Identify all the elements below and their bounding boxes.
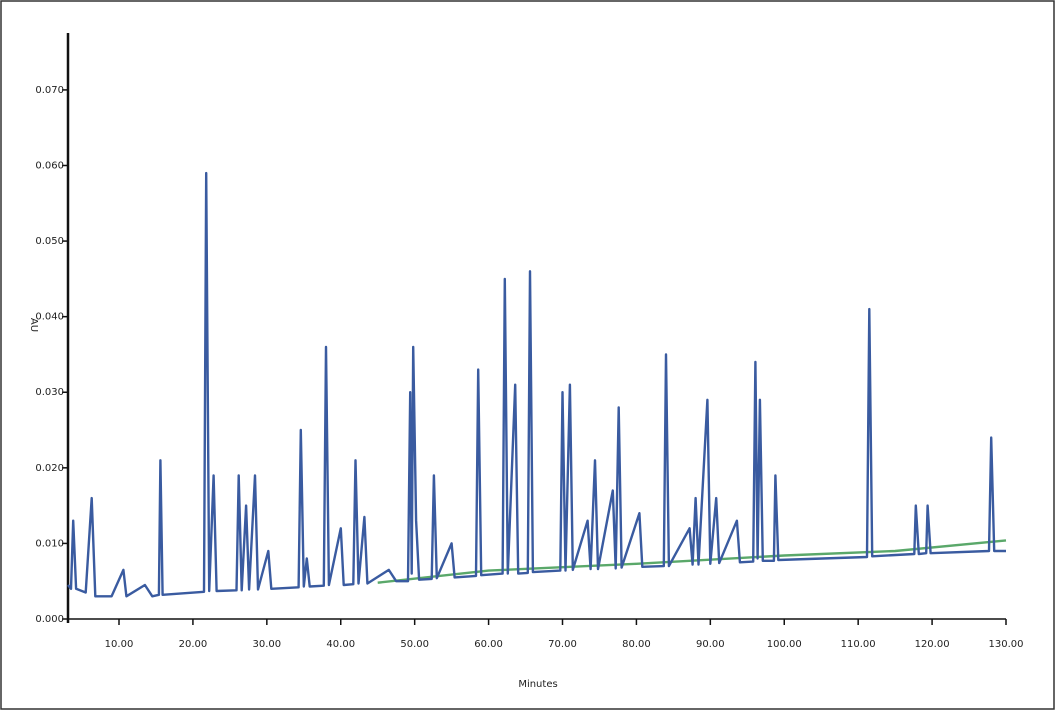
y-tick-label: 0.060: [35, 160, 64, 171]
x-tick-label: 120.00: [915, 639, 950, 650]
y-tick-label: 0.050: [35, 236, 64, 247]
x-tick-label: 100.00: [767, 639, 802, 650]
x-tick-label: 90.00: [696, 639, 725, 650]
y-tick-label: 0.010: [35, 538, 64, 549]
y-tick-label: 0.030: [35, 387, 64, 398]
x-tick-label: 130.00: [989, 639, 1024, 650]
y-tick-label: 0.020: [35, 463, 64, 474]
x-tick-label: 50.00: [400, 639, 429, 650]
y-tick-label: 0.040: [35, 312, 64, 323]
y-tick-label: 0.000: [35, 614, 64, 625]
x-tick-label: 110.00: [841, 639, 876, 650]
x-tick-label: 60.00: [474, 639, 503, 650]
x-axis-label: Minutes: [518, 679, 557, 690]
x-tick-label: 30.00: [253, 639, 282, 650]
y-tick-label: 0.070: [35, 85, 64, 96]
x-tick-label: 20.00: [179, 639, 208, 650]
x-tick-label: 70.00: [548, 639, 577, 650]
x-tick-label: 40.00: [326, 639, 355, 650]
x-tick-label: 10.00: [105, 639, 134, 650]
y-axis-label: AU: [28, 318, 39, 332]
x-tick-label: 80.00: [622, 639, 651, 650]
chromatogram-line: [67, 171, 1006, 598]
